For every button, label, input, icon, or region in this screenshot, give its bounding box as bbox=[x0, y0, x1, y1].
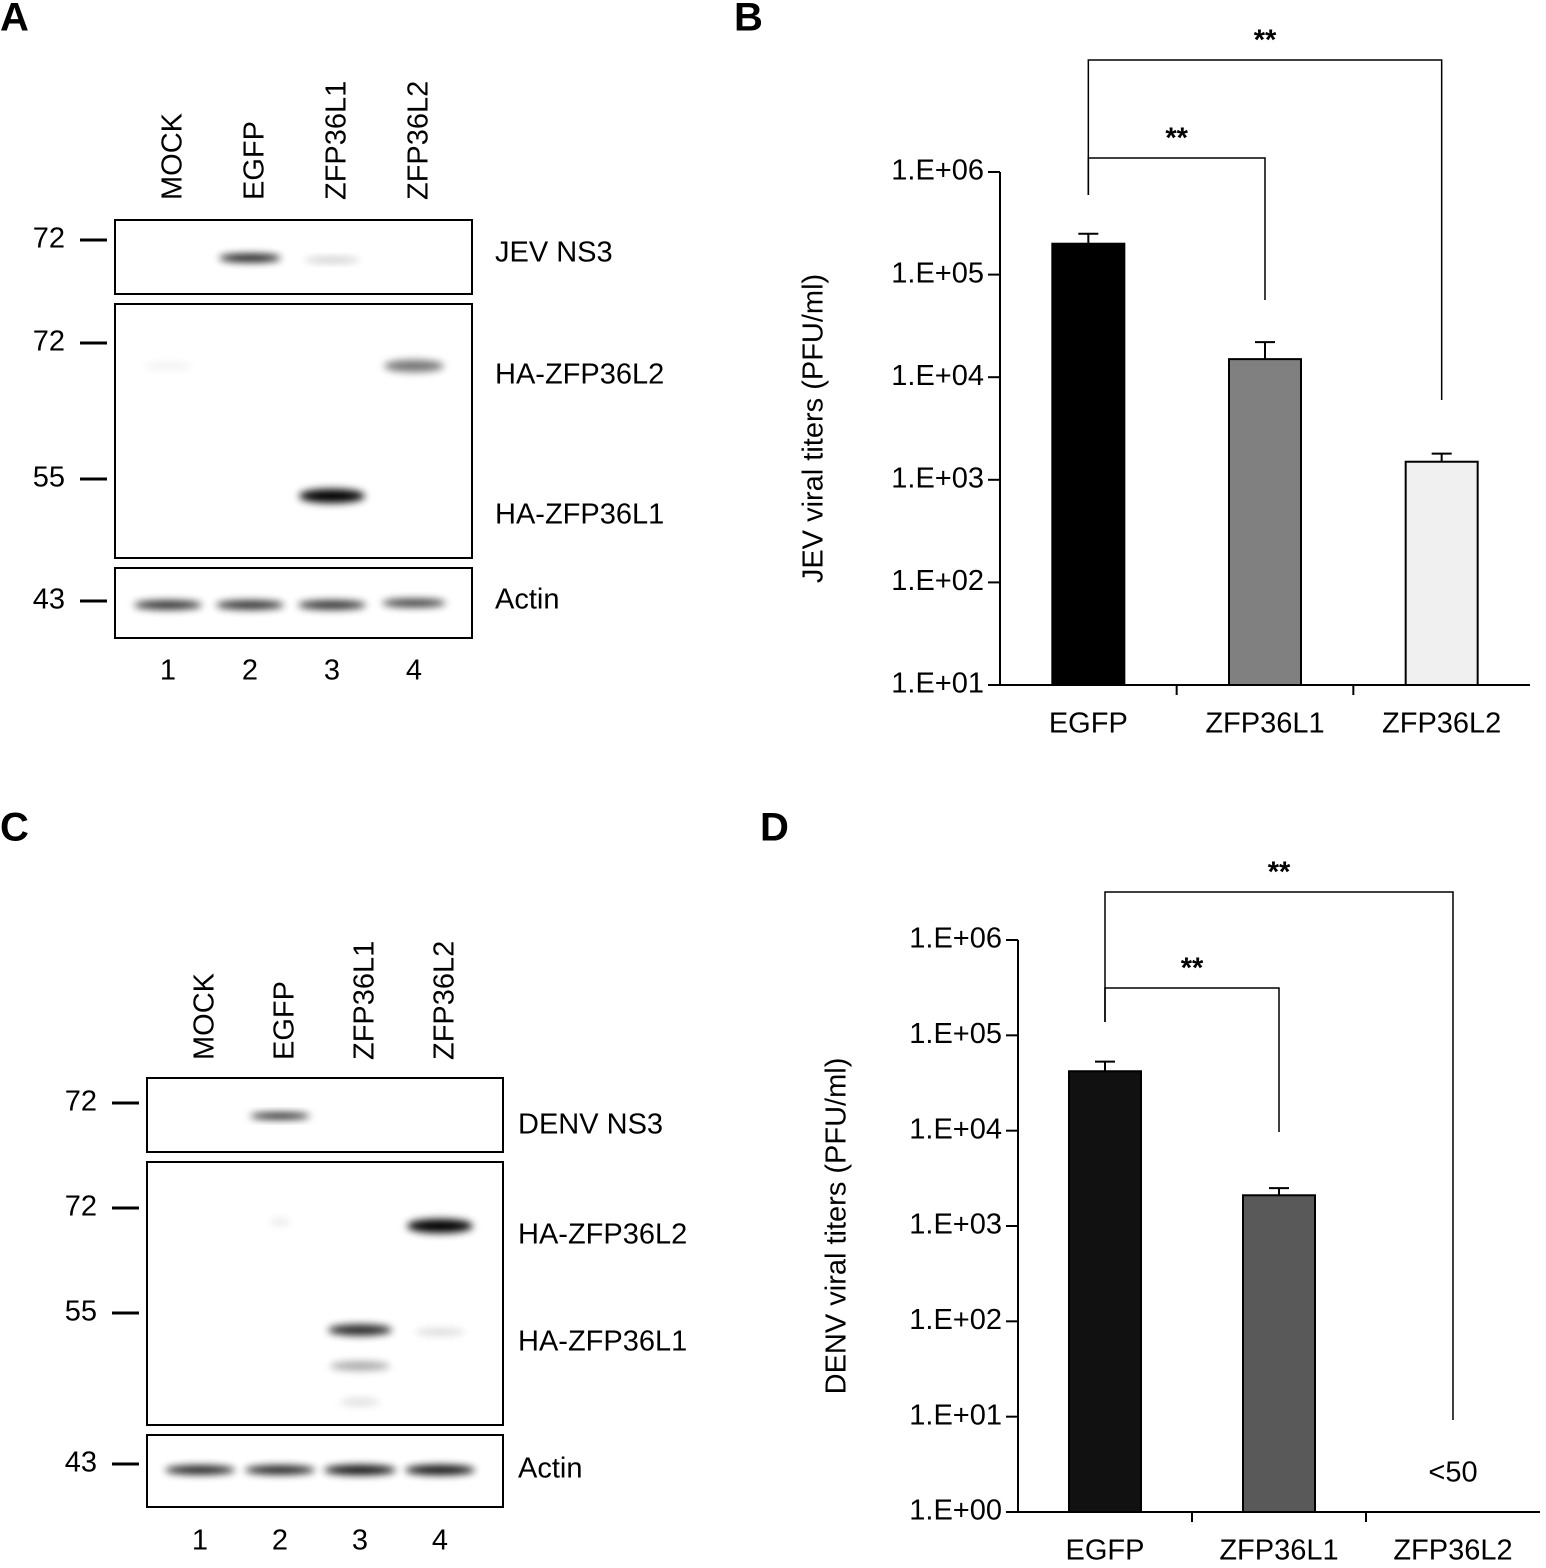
lane-number: 1 bbox=[160, 655, 176, 687]
bar bbox=[1242, 1194, 1316, 1513]
blot-panel bbox=[114, 303, 473, 559]
x-tick-label: EGFP bbox=[1066, 1535, 1145, 1563]
panel-letter: A bbox=[0, 0, 29, 40]
blot-band bbox=[415, 1328, 465, 1336]
significance-bracket bbox=[1087, 59, 1443, 400]
lane-number: 4 bbox=[432, 1525, 448, 1557]
blot-band bbox=[216, 600, 284, 610]
marker-label: 72 bbox=[33, 326, 65, 358]
blot-band bbox=[407, 1219, 473, 1233]
lane-label: ZFP36L1 bbox=[349, 941, 381, 1060]
marker-label: 55 bbox=[65, 1296, 97, 1328]
y-tick-label: 1.E+06 bbox=[891, 155, 984, 187]
blot-band bbox=[405, 1465, 475, 1475]
blot-panel bbox=[146, 1161, 504, 1426]
y-tick-label: 1.E+00 bbox=[909, 1495, 1002, 1527]
lane-label: ZFP36L1 bbox=[321, 81, 353, 200]
blot-band bbox=[219, 254, 281, 262]
bar bbox=[1051, 242, 1126, 686]
lane-label: ZFP36L2 bbox=[403, 81, 435, 200]
lane-label: MOCK bbox=[189, 972, 221, 1060]
marker-label: 43 bbox=[65, 1447, 97, 1479]
panel-letter: B bbox=[734, 0, 763, 40]
y-tick-label: 1.E+05 bbox=[909, 1018, 1002, 1050]
y-tick-label: 1.E+05 bbox=[891, 257, 984, 289]
significance-label: ** bbox=[1181, 953, 1204, 985]
bar bbox=[1068, 1070, 1142, 1513]
protein-label: Actin bbox=[495, 584, 559, 616]
blot-band bbox=[340, 1398, 380, 1406]
marker-label: 72 bbox=[33, 223, 65, 255]
lane-label: EGFP bbox=[269, 981, 301, 1060]
y-tick-label: 1.E+02 bbox=[909, 1304, 1002, 1336]
lane-number: 3 bbox=[352, 1525, 368, 1557]
lane-number: 3 bbox=[324, 655, 340, 687]
marker-label: 72 bbox=[65, 1191, 97, 1223]
blot-panel bbox=[146, 1077, 504, 1153]
blot-band bbox=[165, 1465, 235, 1475]
protein-label: HA-ZFP36L2 bbox=[495, 359, 664, 391]
blot-band bbox=[330, 1361, 390, 1371]
protein-label: Actin bbox=[518, 1453, 582, 1485]
panel-letter: D bbox=[760, 806, 789, 850]
lane-number: 4 bbox=[406, 655, 422, 687]
significance-bracket bbox=[1104, 891, 1454, 1420]
y-tick-label: 1.E+02 bbox=[891, 565, 984, 597]
blot-band bbox=[299, 489, 365, 503]
blot-band bbox=[382, 599, 446, 607]
blot-band bbox=[270, 1218, 290, 1226]
x-tick-label: ZFP36L1 bbox=[1219, 1535, 1338, 1563]
lane-number: 2 bbox=[242, 655, 258, 687]
panel-letter: C bbox=[0, 806, 29, 850]
lane-label: MOCK bbox=[157, 112, 189, 200]
protein-label: HA-ZFP36L2 bbox=[518, 1219, 687, 1251]
blot-band bbox=[384, 360, 444, 372]
significance-label: ** bbox=[1268, 857, 1291, 889]
significance-label: ** bbox=[1254, 25, 1277, 57]
y-tick-label: 1.E+03 bbox=[909, 1209, 1002, 1241]
protein-label: HA-ZFP36L1 bbox=[518, 1326, 687, 1358]
blot-band bbox=[324, 1465, 396, 1475]
marker-label: 55 bbox=[33, 462, 65, 494]
blot-band bbox=[298, 600, 366, 610]
x-tick-label: ZFP36L2 bbox=[1393, 1535, 1512, 1563]
bar bbox=[1404, 460, 1479, 686]
protein-label: JEV NS3 bbox=[495, 237, 613, 269]
y-tick-label: 1.E+01 bbox=[891, 668, 984, 700]
y-axis-label: JEV viral titers (PFU/ml) bbox=[798, 274, 830, 583]
blot-band bbox=[250, 1113, 310, 1119]
marker-label: 72 bbox=[65, 1086, 97, 1118]
x-tick-label: ZFP36L2 bbox=[1382, 708, 1501, 740]
blot-band bbox=[143, 362, 193, 370]
blot-band bbox=[134, 600, 202, 610]
y-tick-label: 1.E+03 bbox=[891, 462, 984, 494]
protein-label: HA-ZFP36L1 bbox=[495, 499, 664, 531]
protein-label: DENV NS3 bbox=[518, 1109, 663, 1141]
y-tick-label: 1.E+04 bbox=[909, 1113, 1002, 1145]
y-axis-label: DENV viral titers (PFU/ml) bbox=[821, 1058, 853, 1395]
lane-label: ZFP36L2 bbox=[429, 941, 461, 1060]
x-tick-label: EGFP bbox=[1049, 708, 1128, 740]
value-label: <50 bbox=[1428, 1457, 1477, 1489]
y-tick-label: 1.E+01 bbox=[909, 1399, 1002, 1431]
y-tick-label: 1.E+04 bbox=[891, 360, 984, 392]
x-tick-label: ZFP36L1 bbox=[1205, 708, 1324, 740]
significance-label: ** bbox=[1165, 123, 1188, 155]
blot-band bbox=[304, 257, 360, 263]
lane-label: EGFP bbox=[239, 121, 271, 200]
y-tick-label: 1.E+06 bbox=[909, 923, 1002, 955]
bar bbox=[1228, 358, 1302, 686]
blot-band bbox=[245, 1465, 315, 1475]
blot-panel bbox=[114, 219, 473, 295]
blot-band bbox=[328, 1324, 392, 1336]
marker-label: 43 bbox=[33, 584, 65, 616]
lane-number: 2 bbox=[272, 1525, 288, 1557]
lane-number: 1 bbox=[192, 1525, 208, 1557]
